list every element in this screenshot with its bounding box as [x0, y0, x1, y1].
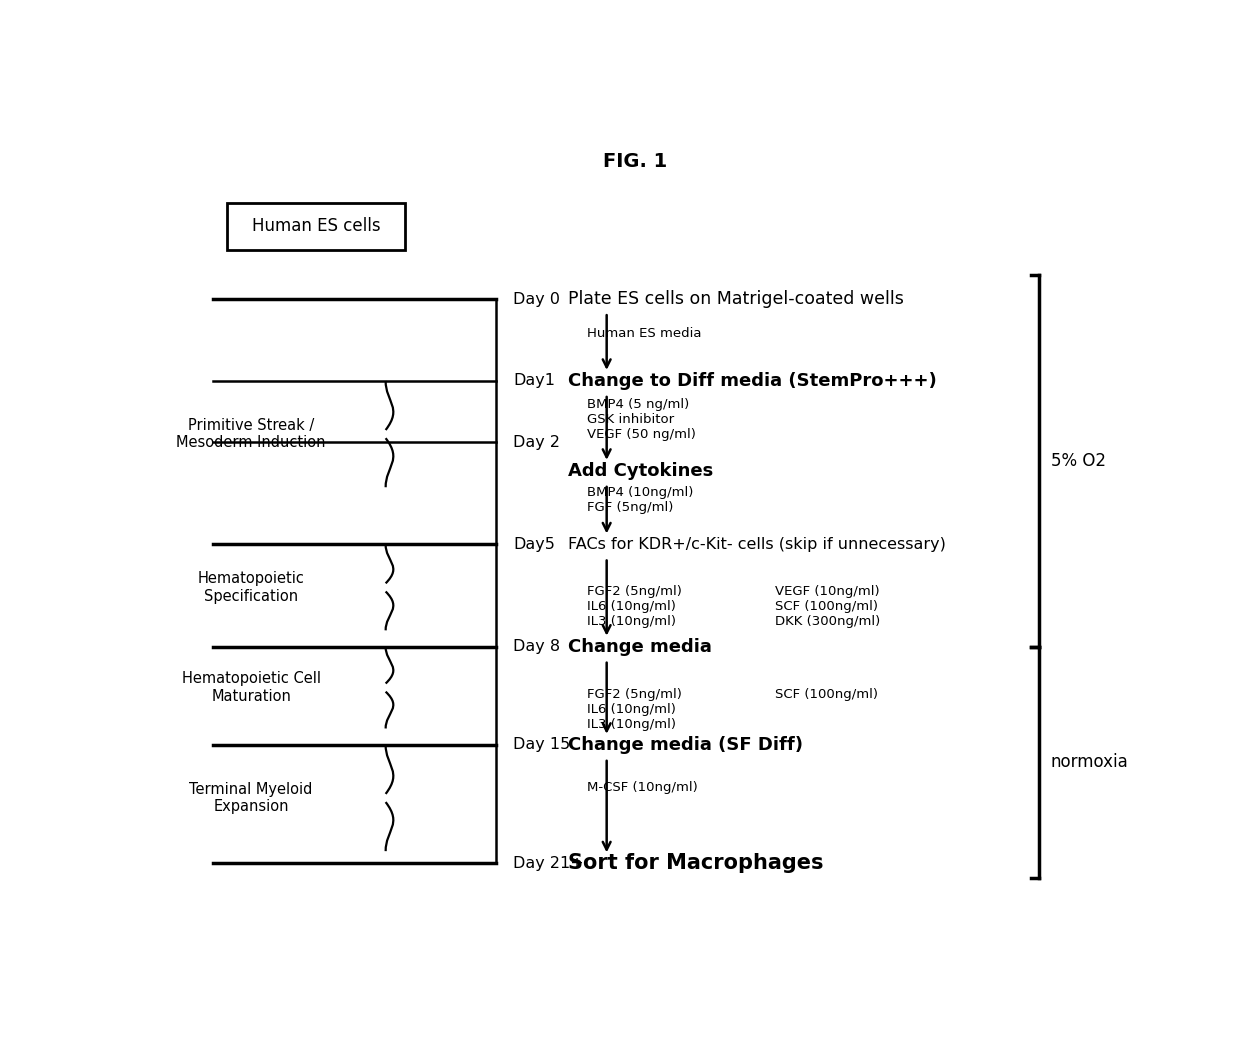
Text: Primitive Streak /
Mesoderm Induction: Primitive Streak / Mesoderm Induction [176, 417, 326, 450]
Text: Terminal Myeloid
Expansion: Terminal Myeloid Expansion [190, 782, 312, 815]
Text: Day 8: Day 8 [513, 639, 560, 654]
Text: SCF (100ng/ml): SCF (100ng/ml) [775, 687, 878, 701]
Text: FIG. 1: FIG. 1 [604, 152, 667, 171]
Text: Day 0: Day 0 [513, 292, 560, 307]
Text: Human ES cells: Human ES cells [252, 218, 381, 236]
Text: Sort for Macrophages: Sort for Macrophages [568, 854, 823, 873]
Text: Day1: Day1 [513, 374, 556, 389]
Text: Day 15: Day 15 [513, 737, 570, 752]
FancyBboxPatch shape [227, 203, 404, 251]
Text: FACs for KDR+/c-Kit- cells (skip if unnecessary): FACs for KDR+/c-Kit- cells (skip if unne… [568, 537, 946, 552]
Text: Change media: Change media [568, 637, 712, 655]
Text: 5% O2: 5% O2 [1050, 451, 1106, 469]
Text: BMP4 (5 ng/ml)
GSK inhibitor
VEGF (50 ng/ml): BMP4 (5 ng/ml) GSK inhibitor VEGF (50 ng… [588, 398, 697, 441]
Text: Plate ES cells on Matrigel-coated wells: Plate ES cells on Matrigel-coated wells [568, 290, 904, 308]
Text: Day5: Day5 [513, 537, 556, 552]
Text: FGF2 (5ng/ml)
IL6 (10ng/ml)
IL3 (10ng/ml): FGF2 (5ng/ml) IL6 (10ng/ml) IL3 (10ng/ml… [588, 687, 682, 731]
Text: VEGF (10ng/ml)
SCF (100ng/ml)
DKK (300ng/ml): VEGF (10ng/ml) SCF (100ng/ml) DKK (300ng… [775, 585, 880, 629]
Text: Add Cytokines: Add Cytokines [568, 462, 713, 480]
Text: BMP4 (10ng/ml)
FGF (5ng/ml): BMP4 (10ng/ml) FGF (5ng/ml) [588, 485, 694, 514]
Text: M-CSF (10ng/ml): M-CSF (10ng/ml) [588, 781, 698, 794]
Text: normoxia: normoxia [1050, 753, 1128, 771]
Text: Hematopoietic Cell
Maturation: Hematopoietic Cell Maturation [181, 671, 321, 704]
Text: Change media (SF Diff): Change media (SF Diff) [568, 736, 804, 754]
Text: Day 21+: Day 21+ [513, 856, 584, 871]
Text: Hematopoietic
Specification: Hematopoietic Specification [197, 571, 305, 603]
Text: FGF2 (5ng/ml)
IL6 (10ng/ml)
IL3 (10ng/ml): FGF2 (5ng/ml) IL6 (10ng/ml) IL3 (10ng/ml… [588, 585, 682, 629]
Text: Human ES media: Human ES media [588, 327, 702, 340]
Text: Day 2: Day 2 [513, 434, 560, 450]
Text: Change to Diff media (StemPro+++): Change to Diff media (StemPro+++) [568, 372, 937, 390]
